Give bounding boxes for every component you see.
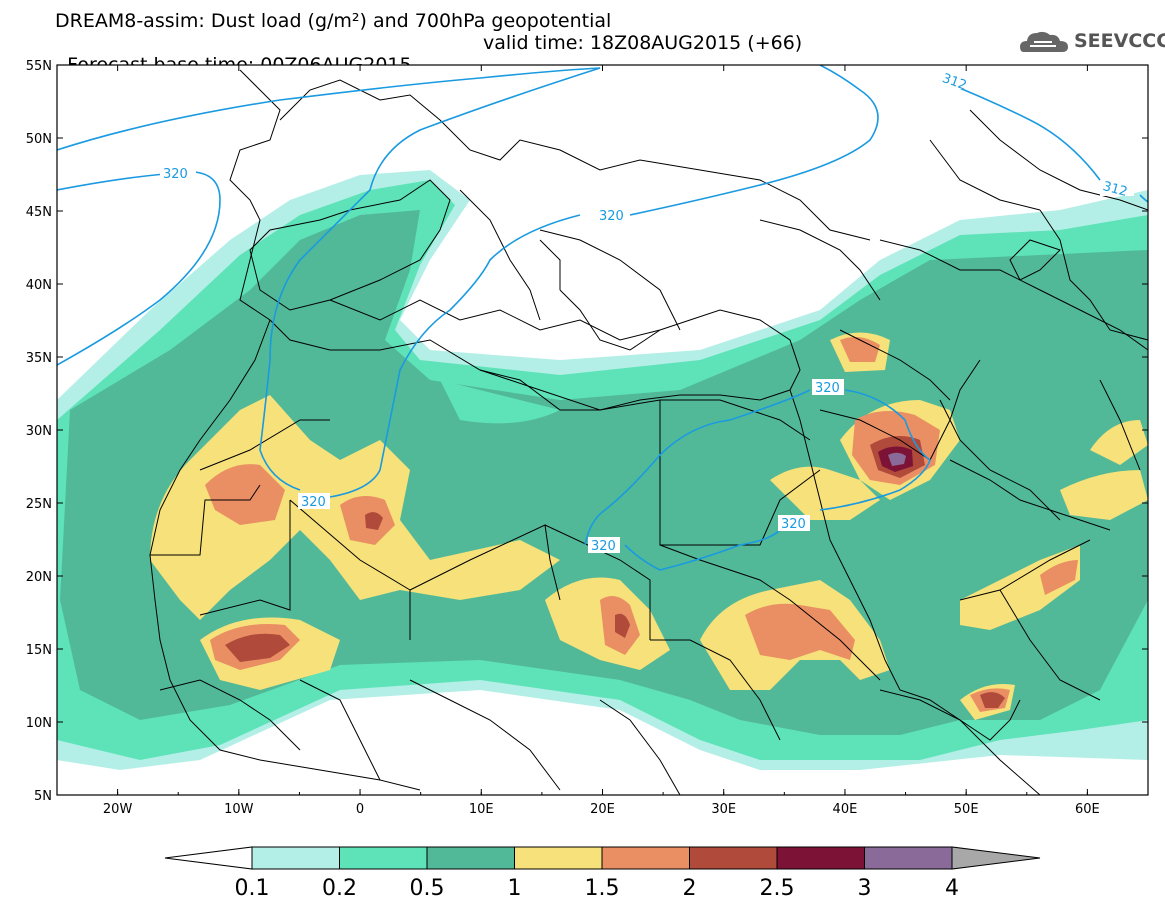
lat-tick-label: 50N: [26, 132, 52, 147]
contour-line: [629, 65, 879, 216]
lat-tick-label: 15N: [26, 643, 52, 658]
lat-tick-label: 55N: [26, 59, 52, 74]
contour-line: [259, 67, 601, 491]
map-area: 320 312 312 320 320 320 320 320: [57, 65, 1148, 795]
colorbar-label: 2.5: [760, 876, 795, 901]
valid-time-text: valid time: 18Z08AUG2015 (+66): [483, 32, 803, 54]
lon-tick-label: 50E: [954, 802, 979, 817]
lon-tick-label: 60E: [1075, 802, 1100, 817]
latitude-axis: 55N 50N 45N 40N 35N 30N 25N 20N 15N 10N 5N: [26, 59, 1148, 804]
logo-text: SEEVCCC: [1074, 30, 1165, 52]
colorbar-label: 0.2: [322, 876, 357, 901]
lat-tick-label: 35N: [26, 351, 52, 366]
contour-label: 320: [599, 209, 624, 224]
colorbar-box: [776, 846, 865, 870]
colorbar-label: 4: [945, 876, 959, 901]
map-title: DREAM8-assim: Dust load (g/m²) and 700hP…: [55, 10, 612, 32]
dust-fill-3.0: [888, 452, 906, 466]
colorbar-label: 3: [858, 876, 872, 901]
contour-line: [57, 171, 221, 366]
colorbar-box: [251, 846, 340, 870]
contour-line: [57, 67, 601, 151]
colorbar-label: 0.5: [410, 876, 445, 901]
lon-tick-label: 0: [356, 802, 364, 817]
contour-labels: 320 312 312 320 320 320 320 320: [160, 71, 1134, 554]
contour-label: 320: [163, 167, 188, 182]
contour-line: [624, 529, 781, 571]
lon-tick-label: 20E: [590, 802, 615, 817]
lon-tick-label: 20W: [103, 802, 133, 817]
contour-line: [57, 173, 166, 191]
coastlines: [149, 69, 1111, 791]
contour-line: [329, 214, 581, 498]
contour-line: [584, 389, 811, 546]
colorbar-boxes: [164, 846, 1041, 870]
colorbar-over-triangle: [951, 846, 1041, 870]
colorbar-label: 1: [508, 876, 522, 901]
colorbar-labels: 0.1 0.2 0.5 1 1.5 2 2.5 3 4: [235, 876, 960, 901]
colorbar-label: 0.1: [235, 876, 270, 901]
longitude-axis: 20W 10W 0 10E 20E 30E 40E 50E 60E: [56, 65, 1149, 817]
lat-tick-label: 45N: [26, 205, 52, 220]
lat-tick-label: 30N: [26, 424, 52, 439]
lat-tick-label: 25N: [26, 497, 52, 512]
colorbar-box: [864, 846, 953, 870]
contour-label: 312: [1101, 179, 1129, 200]
colorbar-box: [514, 846, 603, 870]
colorbar-box: [689, 846, 778, 870]
colorbar-label: 1.5: [585, 876, 620, 901]
lon-tick-label: 40E: [833, 802, 858, 817]
seevccc-logo: SEEVCCC: [1018, 22, 1165, 62]
contour-label: 320: [781, 517, 806, 532]
lat-tick-label: 20N: [26, 570, 52, 585]
contour-label: 320: [591, 539, 616, 554]
colorbar: 0.1 0.2 0.5 1 1.5 2 2.5 3 4: [164, 846, 1041, 901]
lon-tick-label: 30E: [711, 802, 736, 817]
lat-tick-label: 10N: [26, 716, 52, 731]
contour-line: [939, 79, 1101, 181]
lat-tick-label: 40N: [26, 278, 52, 293]
dust-load-map: 320 312 312 320 320 320 320 320 55N 50N 45…: [26, 59, 1149, 817]
contour-label: 320: [301, 495, 326, 510]
lon-tick-label: 10W: [224, 802, 254, 817]
lon-tick-label: 10E: [469, 802, 494, 817]
cloud-logo-icon: [1020, 31, 1068, 52]
colorbar-box: [339, 846, 428, 870]
contour-label: 320: [815, 381, 840, 396]
colorbar-box: [426, 846, 515, 870]
geopotential-contours: [57, 65, 1148, 571]
colorbar-box: [601, 846, 690, 870]
colorbar-under-triangle: [164, 846, 253, 870]
lat-tick-label: 5N: [34, 789, 52, 804]
contour-line: [819, 389, 931, 511]
colorbar-label: 2: [683, 876, 697, 901]
